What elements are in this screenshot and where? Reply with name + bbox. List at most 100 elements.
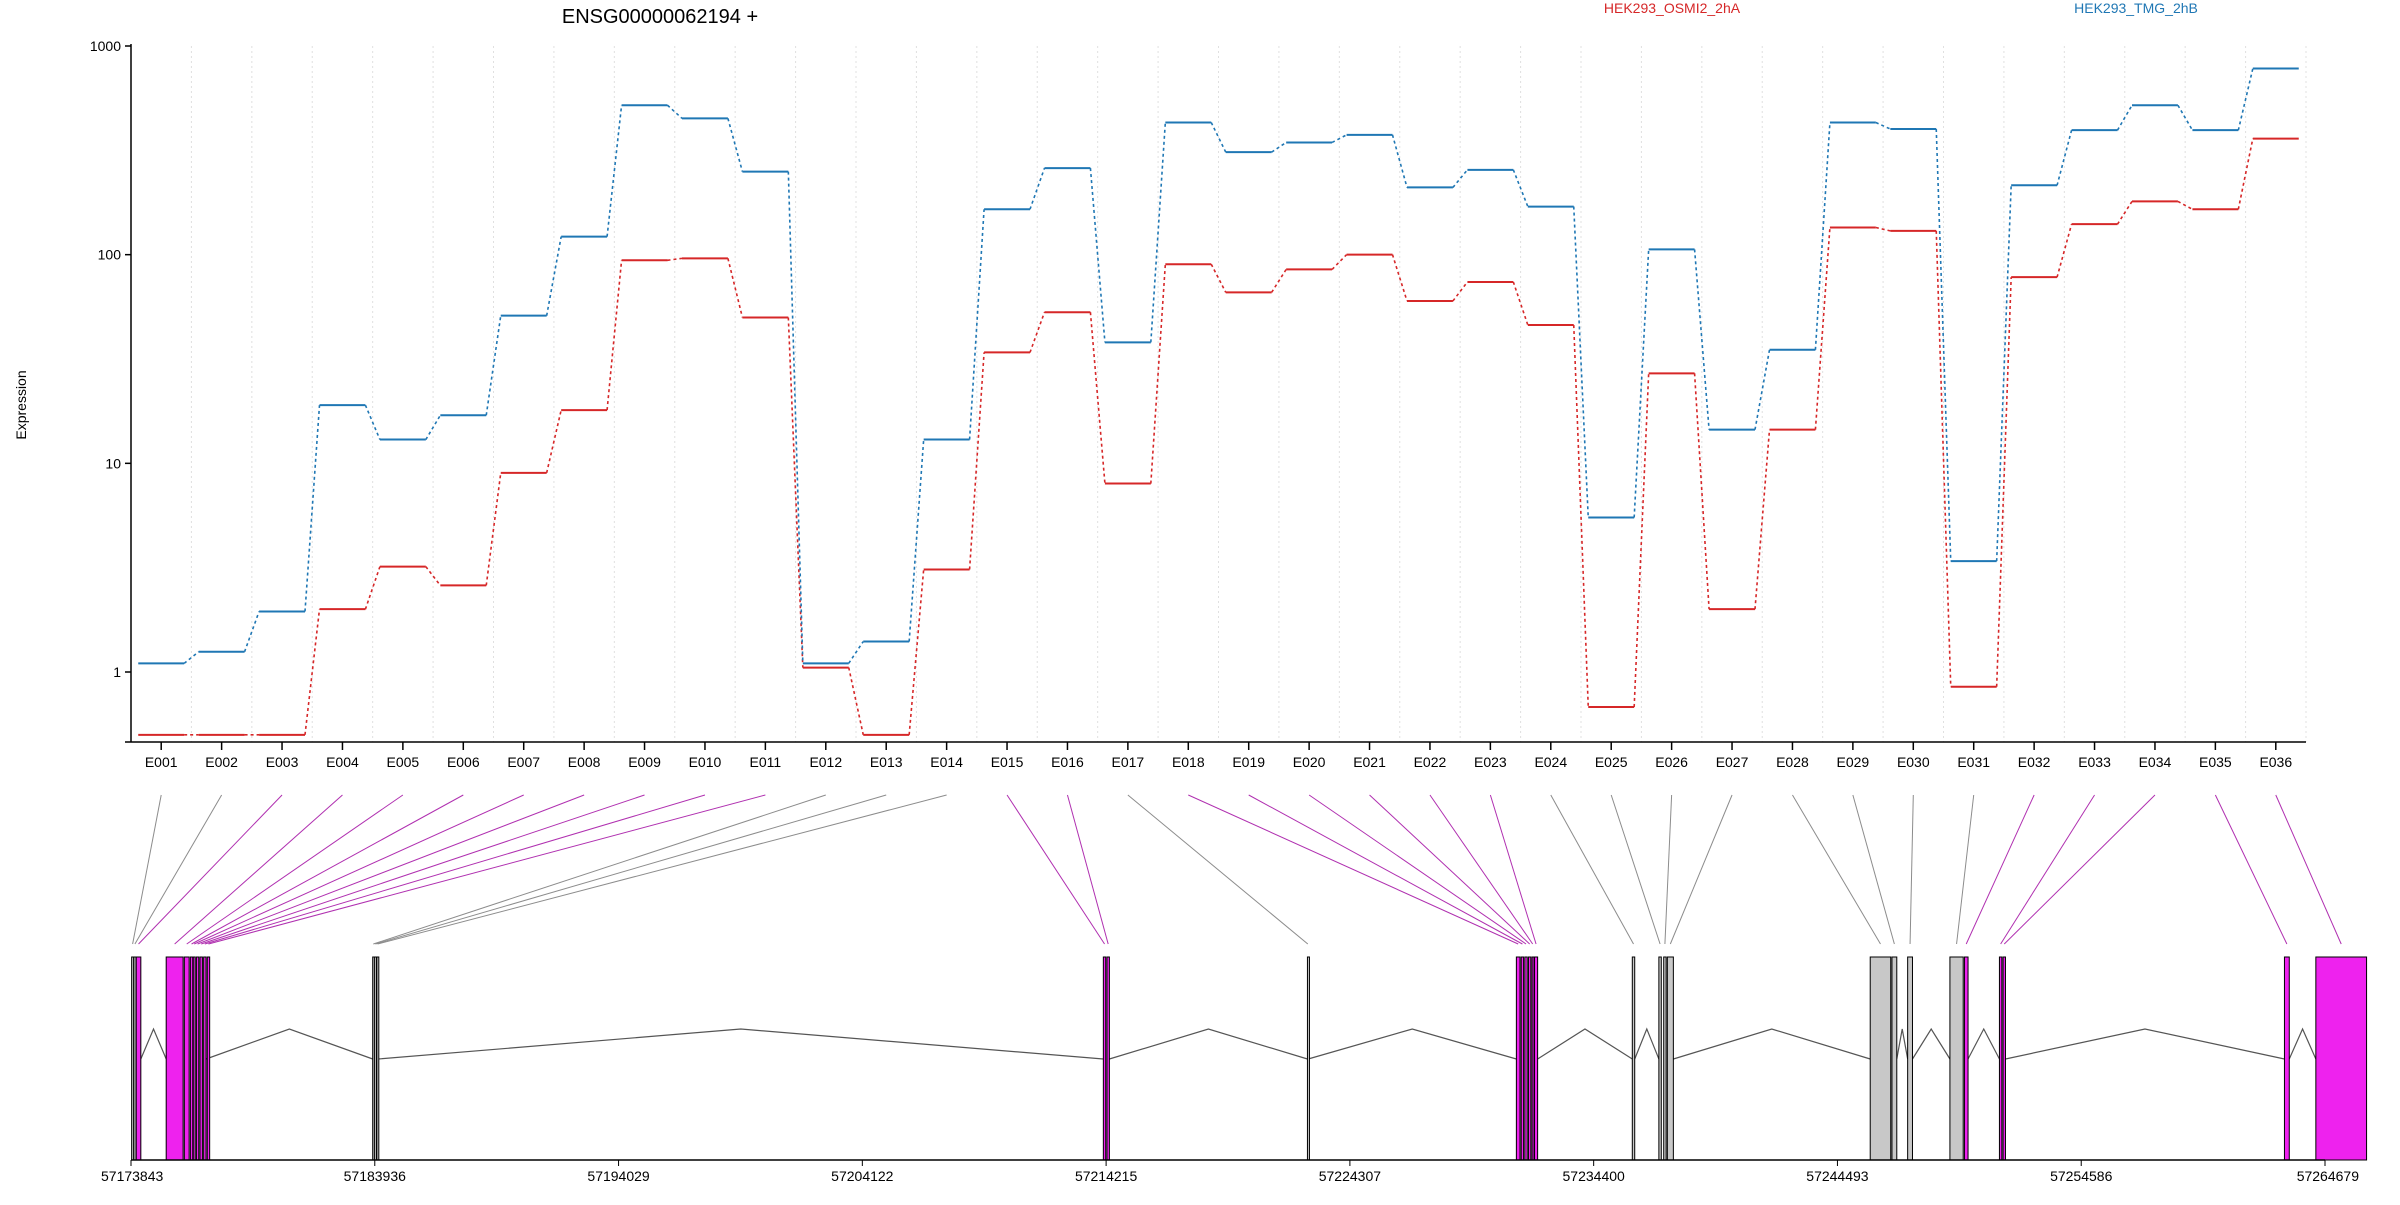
y-tick-label: 1000	[90, 38, 121, 54]
x-tick-label: E011	[750, 754, 782, 770]
series-2-connector	[1814, 122, 1831, 350]
intron-arc	[2288, 1027, 2317, 1060]
exon-block	[1106, 956, 1110, 1161]
exon-block	[376, 956, 380, 1161]
exon-block	[183, 956, 190, 1161]
exon-link	[208, 794, 766, 945]
series-2-connector	[1995, 185, 2012, 562]
exon-link	[134, 794, 223, 945]
series-2-connector	[1150, 122, 1167, 343]
series-1-connector	[1210, 263, 1227, 293]
series-2-connector	[485, 315, 502, 416]
x-tick-label: E035	[2199, 754, 2232, 770]
series-1-connector	[908, 569, 925, 735]
series-2-connector	[425, 414, 442, 440]
x-tick-label: E022	[1414, 754, 1447, 770]
genomic-axis-label: 57194029	[587, 1168, 650, 1184]
exon-link	[201, 794, 645, 945]
exon-block	[1306, 956, 1310, 1161]
exon-link	[132, 794, 162, 945]
exon-block	[1533, 956, 1539, 1161]
series-1-connector	[2237, 138, 2254, 210]
exon-link	[1248, 794, 1523, 945]
series-2	[138, 67, 2299, 665]
exon-block	[199, 956, 203, 1161]
exon-link	[2003, 794, 2156, 945]
series-2-connector	[606, 105, 623, 237]
series-2-connector	[545, 236, 562, 316]
series-2-connector	[968, 209, 985, 440]
series-1-connector	[425, 566, 441, 586]
exon-link	[1669, 794, 1733, 945]
series-2-connector	[848, 641, 864, 664]
intron-arc	[1109, 1028, 1308, 1060]
genomic-axis-label: 57183936	[344, 1168, 407, 1184]
exon-block	[192, 956, 196, 1161]
genomic-axis-label: 57204122	[831, 1168, 894, 1184]
exon-link	[375, 794, 887, 945]
exon-block	[189, 956, 194, 1161]
x-tick-label: E010	[689, 754, 722, 770]
exon-link	[1792, 794, 1881, 945]
series-1	[138, 137, 2299, 736]
exon-link	[174, 794, 343, 945]
intron-arc	[378, 1028, 1104, 1060]
x-tick-label: E018	[1172, 754, 1205, 770]
series-2-connector	[1029, 167, 1046, 210]
x-tick-label: E020	[1293, 754, 1326, 770]
x-tick-label: E024	[1534, 754, 1567, 770]
intron-arc	[1634, 1027, 1660, 1060]
x-tick-label: E016	[1051, 754, 1084, 770]
series-2-connector	[304, 405, 321, 612]
genomic-axis-label: 57254586	[2050, 1168, 2113, 1184]
series-1-connector	[1089, 312, 1106, 484]
exon-link	[1127, 794, 1309, 945]
x-tick-label: E009	[628, 754, 661, 770]
x-tick-label: E001	[145, 754, 178, 770]
exon-link	[191, 794, 464, 945]
series-1-connector	[545, 409, 562, 474]
exon-link	[1550, 794, 1634, 945]
x-tick-label: E013	[870, 754, 903, 770]
series-2-connector	[2116, 104, 2133, 131]
exon-block	[2002, 956, 2006, 1161]
x-tick-label: E030	[1897, 754, 1930, 770]
y-axis: 1 10 100 1000	[90, 38, 132, 743]
x-tick-label: E003	[266, 754, 299, 770]
series-2-connector	[1935, 129, 1952, 562]
x-tick-label: E008	[568, 754, 601, 770]
series-2-connector	[1693, 249, 1710, 430]
series-2-connector	[908, 439, 925, 642]
exon-block	[1666, 956, 1674, 1161]
series-1-connector	[787, 317, 804, 668]
y-tick-label: 1	[113, 664, 121, 680]
exon-block	[1520, 956, 1525, 1161]
exon-block	[133, 956, 137, 1161]
exon-link	[1429, 794, 1534, 945]
series-2-connector	[1271, 141, 1287, 153]
x-tick-label: E028	[1776, 754, 1809, 770]
exon-block	[2315, 956, 2368, 1161]
x-tick-label: E025	[1595, 754, 1628, 770]
series-1-connector	[667, 257, 683, 262]
x-tick-label: E026	[1655, 754, 1688, 770]
exon-link	[1489, 794, 1537, 945]
series-1-connector	[1150, 264, 1167, 484]
series-1-connector	[1814, 227, 1831, 430]
series-2-connector	[1089, 168, 1106, 343]
genomic-axis-label: 57173843	[101, 1168, 164, 1184]
series-2-connector	[1633, 249, 1650, 518]
series-2-connector	[1452, 169, 1469, 188]
exon-link	[373, 794, 826, 945]
x-tick-label: E027	[1716, 754, 1749, 770]
x-tick-label: E032	[2018, 754, 2051, 770]
x-tick-label: E006	[447, 754, 480, 770]
x-tick-label: E007	[507, 754, 540, 770]
x-tick-label: E036	[2259, 754, 2292, 770]
exon-block	[1658, 956, 1662, 1161]
intron-arc	[1967, 1027, 2000, 1060]
x-tick-label: E034	[2139, 754, 2172, 770]
x-tick-label: E031	[1957, 754, 1990, 770]
x-tick-label: E029	[1837, 754, 1870, 770]
